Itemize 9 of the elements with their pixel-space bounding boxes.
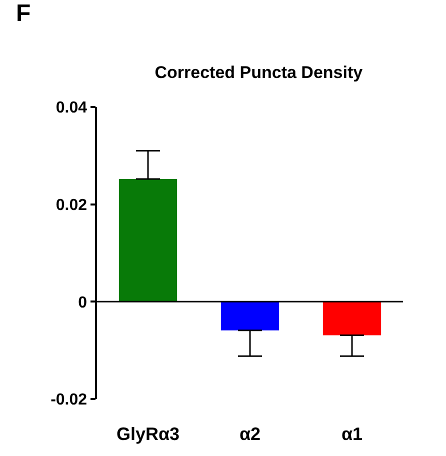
chart-title: Corrected Puncta Density	[154, 62, 364, 82]
x-tick-label: α2	[239, 424, 261, 444]
x-tick-label: α1	[341, 424, 363, 444]
text: F	[16, 0, 31, 27]
x-tick-label: GlyRα3	[116, 424, 180, 444]
y-tick-label: 0	[78, 294, 88, 312]
y-tick-label: 0.02	[56, 196, 88, 214]
y-tick-label: 0.04	[56, 100, 88, 117]
y-tick-label: -0.02	[50, 392, 88, 409]
